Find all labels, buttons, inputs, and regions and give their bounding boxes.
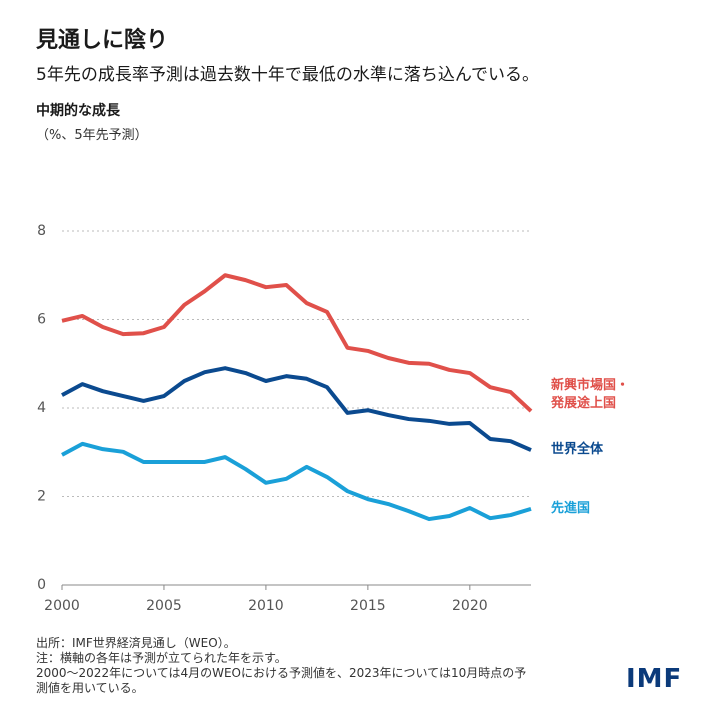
x-tick-label: 2005 [146,598,182,614]
x-tick-label: 2020 [452,598,488,614]
y-tick-label: 0 [37,577,46,593]
y-tick-label: 2 [37,489,46,505]
series-label: 世界全体 [551,442,604,458]
note: 注：横軸の各年は予測が立てられた年を示す。 [36,651,287,665]
y-axis-title: 中期的な成長 [36,103,120,119]
x-tick-label: 2000 [44,598,80,614]
note: 出所：IMF世界経済見通し（WEO）。 [36,636,236,650]
subtitle: 5年先の成長率予測は過去数十年で最低の水準に落ち込んでいる。 [36,65,539,85]
series-label: 新興市場国・発展途上国 [551,378,630,412]
y-tick-label: 8 [37,223,46,239]
logo: IMF [626,664,683,694]
x-tick-label: 2010 [248,598,284,614]
y-tick-label: 4 [37,400,46,416]
y-tick-label: 6 [37,312,46,328]
x-tick-label: 2015 [350,598,386,614]
title: 見通しに陰り [36,28,169,53]
series-line [61,366,532,452]
notes: 出所：IMF世界経済見通し（WEO）。 注：横軸の各年は予測が立てられた年を示す。… [36,636,536,696]
series-label: 先進国 [551,500,591,516]
y-axis-unit: （%、5年先予測） [36,128,148,143]
note: 2000〜2022年については4月のWEOにおける予測値を、2023年については… [36,666,527,695]
series-line [61,273,533,413]
series-line [61,441,532,522]
